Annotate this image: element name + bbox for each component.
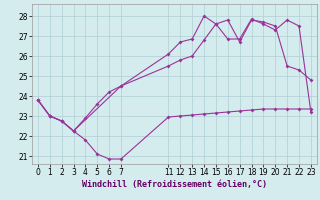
X-axis label: Windchill (Refroidissement éolien,°C): Windchill (Refroidissement éolien,°C) <box>82 180 267 189</box>
